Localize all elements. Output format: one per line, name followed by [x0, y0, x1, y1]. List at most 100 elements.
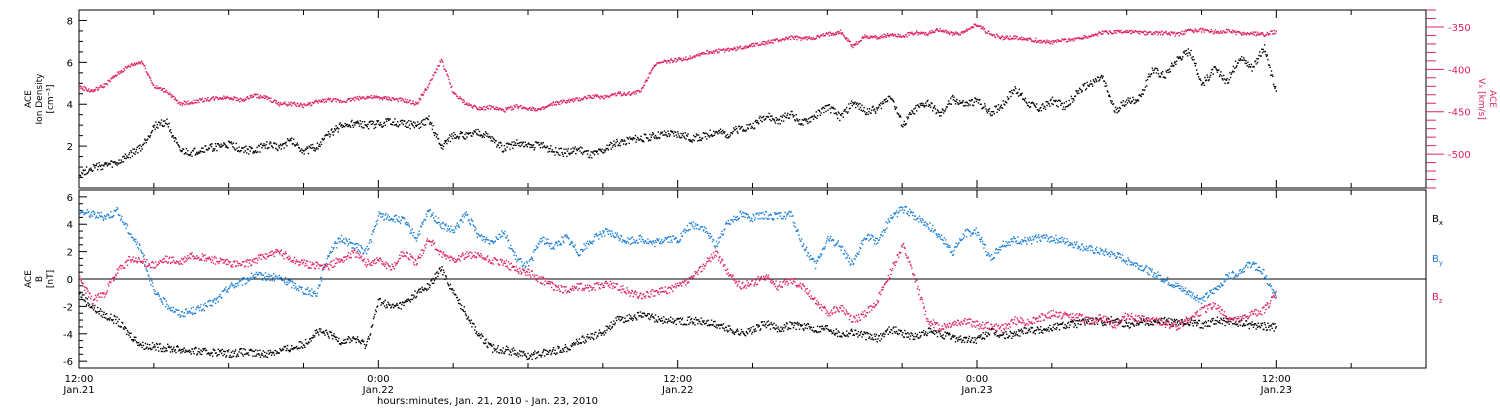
data-point — [326, 99, 328, 101]
data-point — [593, 97, 595, 99]
data-point — [1224, 31, 1226, 33]
data-point — [783, 39, 786, 41]
data-point — [871, 106, 874, 108]
data-point — [1122, 32, 1124, 34]
data-point — [873, 338, 875, 341]
data-point — [99, 308, 102, 310]
data-point — [1019, 335, 1021, 337]
data-point — [478, 130, 481, 133]
data-point — [767, 320, 770, 322]
data-point — [602, 152, 605, 154]
data-point — [852, 46, 854, 49]
data-point — [572, 344, 574, 346]
data-point — [539, 354, 542, 356]
data-point — [823, 329, 825, 331]
data-point — [1186, 55, 1189, 57]
data-point — [1134, 102, 1136, 104]
data-point — [833, 112, 835, 115]
data-point — [216, 97, 219, 99]
data-point — [167, 343, 169, 345]
data-point — [789, 36, 791, 38]
data-point — [566, 100, 568, 102]
data-point — [224, 350, 226, 353]
data-point — [930, 32, 932, 34]
data-point — [1244, 62, 1246, 64]
data-point — [143, 348, 145, 350]
data-point — [625, 143, 628, 145]
left-axis-label-line: ACE — [24, 90, 34, 108]
data-point — [1001, 107, 1004, 109]
data-point — [616, 138, 618, 141]
data-point — [1155, 67, 1157, 69]
data-point — [517, 107, 519, 110]
data-point — [1182, 56, 1184, 58]
data-point — [694, 56, 696, 59]
data-point — [936, 336, 939, 338]
data-point — [1085, 87, 1088, 90]
data-point — [539, 147, 542, 149]
data-point — [731, 329, 733, 331]
data-point — [1035, 41, 1038, 44]
data-point — [302, 104, 304, 106]
data-point — [1021, 92, 1023, 95]
data-point — [1225, 32, 1227, 34]
data-point — [203, 100, 206, 102]
data-point — [485, 132, 488, 134]
data-point — [1169, 71, 1171, 73]
data-point — [367, 128, 370, 130]
data-point — [543, 107, 546, 109]
data-point — [894, 332, 896, 334]
data-point — [777, 326, 779, 328]
data-point — [155, 349, 157, 351]
data-point — [512, 347, 515, 349]
data-point — [138, 344, 140, 347]
data-point — [701, 323, 703, 326]
data-point — [779, 123, 781, 125]
data-point — [1153, 69, 1156, 71]
data-point — [643, 312, 646, 314]
data-point — [144, 348, 146, 350]
data-point — [965, 28, 968, 30]
data-point — [507, 108, 509, 110]
data-point — [340, 101, 343, 104]
data-point — [656, 320, 658, 322]
data-point — [546, 105, 549, 108]
data-point — [853, 103, 855, 105]
data-point — [988, 108, 991, 110]
data-point — [1257, 58, 1259, 60]
data-point — [840, 114, 842, 117]
data-point — [85, 304, 88, 306]
data-point — [636, 136, 639, 139]
data-point — [519, 142, 521, 144]
data-point — [218, 353, 220, 356]
data-point — [611, 327, 613, 329]
data-point — [1048, 103, 1050, 105]
data-point — [358, 125, 361, 127]
y-tick-label: 2 — [67, 142, 73, 153]
data-point — [699, 136, 701, 139]
data-point — [315, 148, 317, 150]
data-point — [938, 111, 940, 114]
data-point — [596, 94, 598, 96]
data-point — [795, 35, 797, 37]
data-point — [275, 102, 277, 104]
data-point — [783, 115, 786, 117]
data-point — [212, 96, 215, 98]
data-point — [778, 40, 780, 43]
data-point — [829, 31, 831, 33]
data-point — [868, 110, 870, 113]
data-point — [1250, 31, 1252, 34]
data-point — [387, 301, 389, 303]
data-point — [791, 110, 793, 113]
data-point — [302, 150, 305, 152]
data-point — [271, 352, 273, 354]
data-point — [1020, 93, 1022, 95]
data-point — [770, 120, 772, 122]
data-point — [384, 299, 386, 301]
data-point — [1165, 30, 1167, 33]
data-point — [696, 134, 698, 136]
data-point — [1046, 39, 1048, 41]
data-point — [1056, 39, 1059, 41]
data-point — [871, 109, 873, 111]
data-point — [984, 105, 986, 107]
